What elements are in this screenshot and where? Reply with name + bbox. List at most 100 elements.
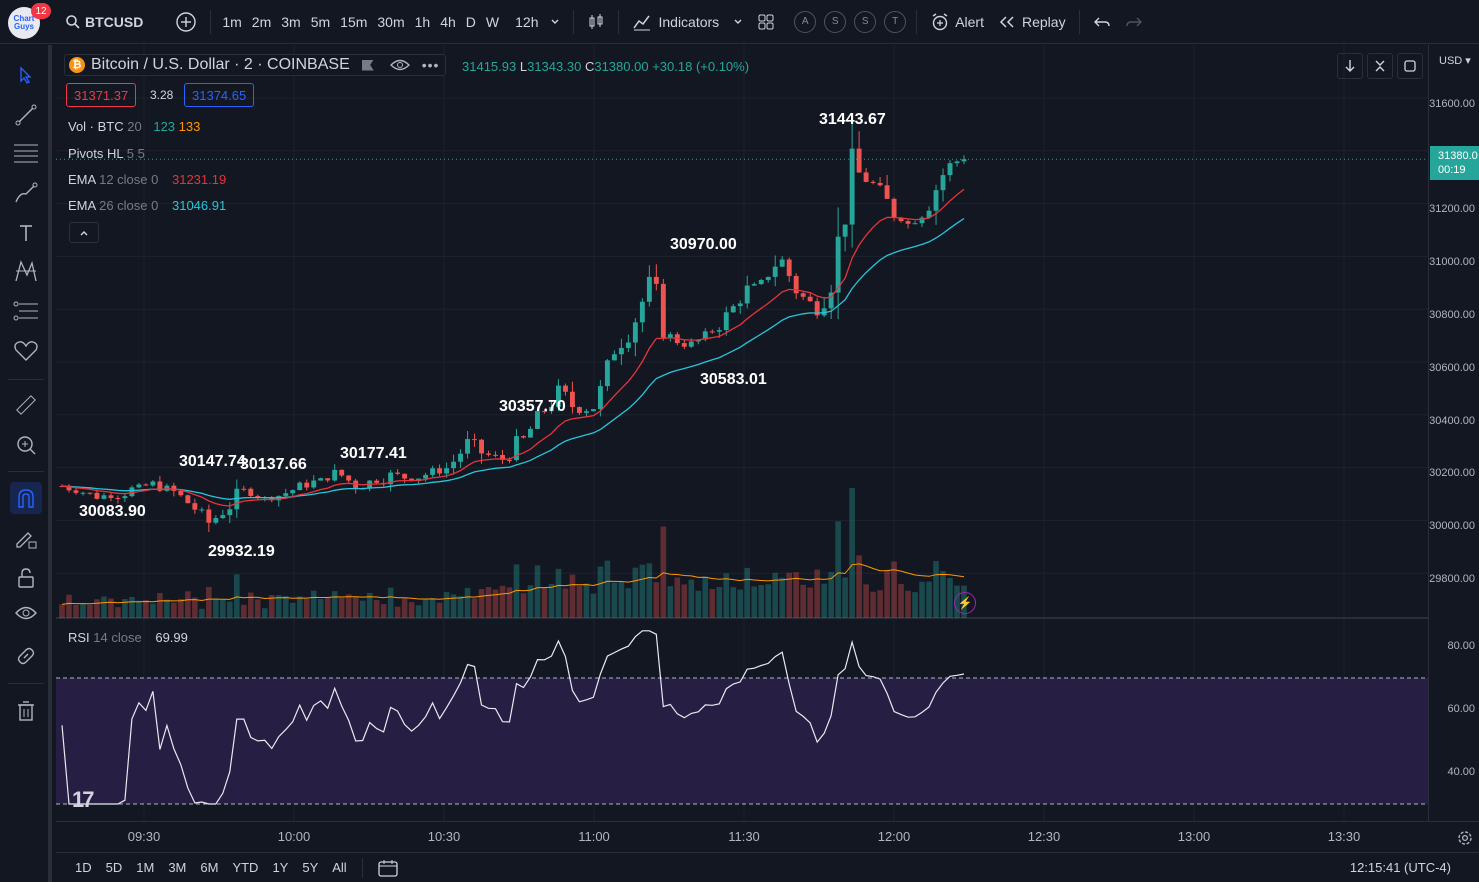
- symbol-search-button[interactable]: BTCUSD: [58, 7, 150, 37]
- volume-bar: [688, 579, 695, 618]
- indicators-button[interactable]: Indicators: [625, 7, 726, 37]
- candle-body: [611, 354, 617, 361]
- range-3m[interactable]: 3M: [168, 860, 187, 875]
- timeframe-12h[interactable]: 12h: [515, 13, 539, 30]
- chart-pane[interactable]: ₿ Bitcoin / U.S. Dollar · 2 · COINBASE •…: [56, 45, 1428, 821]
- more-icon[interactable]: •••: [421, 57, 440, 73]
- lock-drawings-tool[interactable]: [10, 522, 42, 554]
- template-button[interactable]: S: [824, 10, 847, 33]
- favorites-tool[interactable]: [10, 335, 42, 367]
- candle-body: [919, 217, 925, 224]
- timeframe-15m[interactable]: 15m: [340, 13, 368, 30]
- candle-body: [409, 478, 415, 482]
- price-axis[interactable]: USD ▾ 31600.00 31200.00 31000.00 30800.00 30…: [1428, 45, 1479, 821]
- volume-bar: [716, 586, 723, 618]
- magnet-tool[interactable]: [10, 482, 42, 514]
- pivot-low-label: 29932.19: [208, 543, 275, 560]
- collapse-pane-button[interactable]: [1367, 53, 1393, 79]
- hide-drawings-tool[interactable]: [10, 597, 42, 629]
- range-6m[interactable]: 6M: [200, 860, 219, 875]
- measure-tool[interactable]: [10, 389, 42, 421]
- remove-drawings-tool[interactable]: [10, 695, 42, 727]
- timeframe-dropdown-button[interactable]: [543, 7, 567, 37]
- ema26-legend[interactable]: EMA 26 close 0 31046.91: [68, 198, 226, 213]
- volume-bar: [618, 581, 625, 618]
- range-1d[interactable]: 1D: [75, 860, 92, 875]
- range-1y[interactable]: 1Y: [272, 860, 289, 875]
- candle-body: [576, 407, 582, 413]
- range-ytd[interactable]: YTD: [232, 860, 259, 875]
- zoom-tool[interactable]: [10, 429, 42, 461]
- maximize-pane-button[interactable]: [1397, 53, 1423, 79]
- buy-price-box[interactable]: 31374.65: [184, 83, 255, 107]
- replay-button[interactable]: Replay: [991, 7, 1073, 37]
- currency-selector[interactable]: USD ▾: [1439, 55, 1471, 67]
- volume-bar: [912, 592, 918, 618]
- divider: [8, 471, 44, 472]
- redo-button[interactable]: [1118, 7, 1150, 37]
- lightning-icon[interactable]: ⚡: [954, 592, 976, 614]
- eye-icon[interactable]: [389, 58, 410, 72]
- volume-bar: [779, 577, 785, 618]
- volume-bar: [443, 592, 450, 618]
- range-all[interactable]: All: [332, 860, 347, 875]
- chart-settings-button[interactable]: [1454, 827, 1476, 849]
- timeframe-2m[interactable]: 2m: [251, 13, 272, 30]
- sell-price-box[interactable]: 31371.37: [66, 83, 137, 107]
- pivots-legend[interactable]: Pivots HL 5 5: [68, 146, 145, 161]
- cursor-tool[interactable]: [10, 59, 42, 91]
- forecast-tool[interactable]: [10, 295, 42, 327]
- price-chart[interactable]: [56, 45, 1428, 821]
- text-tool[interactable]: [10, 217, 42, 249]
- volume-bar: [275, 595, 282, 618]
- sync-drawings-tool[interactable]: [10, 640, 42, 672]
- volume-bar: [646, 563, 653, 618]
- template-button[interactable]: A: [794, 10, 817, 33]
- trend-line-tool[interactable]: [10, 99, 42, 131]
- undo-button[interactable]: [1086, 7, 1118, 37]
- range-5d[interactable]: 5D: [105, 860, 123, 875]
- timeframe-D[interactable]: D: [465, 13, 476, 30]
- current-price-tag: 31380.0 00:19: [1430, 146, 1479, 180]
- timeframe-3m[interactable]: 3m: [281, 13, 301, 30]
- rsi-axis-label: 40.00: [1447, 766, 1475, 778]
- fib-tool[interactable]: [10, 137, 42, 169]
- ema12-legend[interactable]: EMA 12 close 0 31231.19: [68, 172, 226, 187]
- clock-timezone[interactable]: 12:15:41 (UTC-4): [1349, 860, 1451, 875]
- candle-body: [660, 283, 666, 338]
- timeframe-4h[interactable]: 4h: [440, 13, 456, 30]
- collapse-legend-button[interactable]: [69, 222, 99, 243]
- template-button[interactable]: T: [884, 10, 907, 33]
- timeframe-W[interactable]: W: [485, 13, 500, 30]
- chart-type-button[interactable]: [580, 7, 612, 37]
- indicators-dropdown-button[interactable]: [726, 7, 750, 37]
- volume-bar: [674, 577, 681, 618]
- timeframe-1h[interactable]: 1h: [414, 13, 431, 30]
- lock-all-tool[interactable]: [10, 562, 42, 594]
- timeframe-1m[interactable]: 1m: [222, 13, 242, 30]
- timeframe-5m[interactable]: 5m: [310, 13, 331, 30]
- rsi-value: 69.99: [155, 630, 188, 645]
- scroll-to-latest-button[interactable]: [1337, 53, 1363, 79]
- price-axis-label: 30600.00: [1429, 362, 1475, 374]
- template-button[interactable]: S: [854, 10, 877, 33]
- alert-button[interactable]: Alert: [923, 7, 991, 37]
- compare-symbol-button[interactable]: [168, 7, 204, 37]
- timeframe-30m[interactable]: 30m: [377, 13, 405, 30]
- flag-icon[interactable]: [361, 59, 374, 71]
- time-axis[interactable]: 09:30 10:00 10:30 11:00 11:30 12:00 12:30 13:00…: [56, 821, 1479, 852]
- candle-body: [898, 217, 904, 222]
- range-1m[interactable]: 1M: [136, 860, 155, 875]
- range-5y[interactable]: 5Y: [302, 860, 319, 875]
- symbol-legend[interactable]: ₿ Bitcoin / U.S. Dollar · 2 · COINBASE •…: [64, 54, 447, 76]
- volume-legend[interactable]: Vol · BTC 20 123 133: [68, 119, 200, 134]
- go-to-date-button[interactable]: [371, 858, 405, 878]
- rsi-legend[interactable]: RSI 14 close 69.99: [68, 630, 188, 645]
- layout-button[interactable]: [750, 7, 782, 37]
- pattern-tool[interactable]: [10, 255, 42, 287]
- candle-body: [542, 411, 547, 413]
- candle-body: [933, 190, 939, 211]
- current-price: 31380.0: [1438, 150, 1478, 162]
- volume-bar: [234, 574, 240, 618]
- brush-tool[interactable]: [10, 177, 42, 209]
